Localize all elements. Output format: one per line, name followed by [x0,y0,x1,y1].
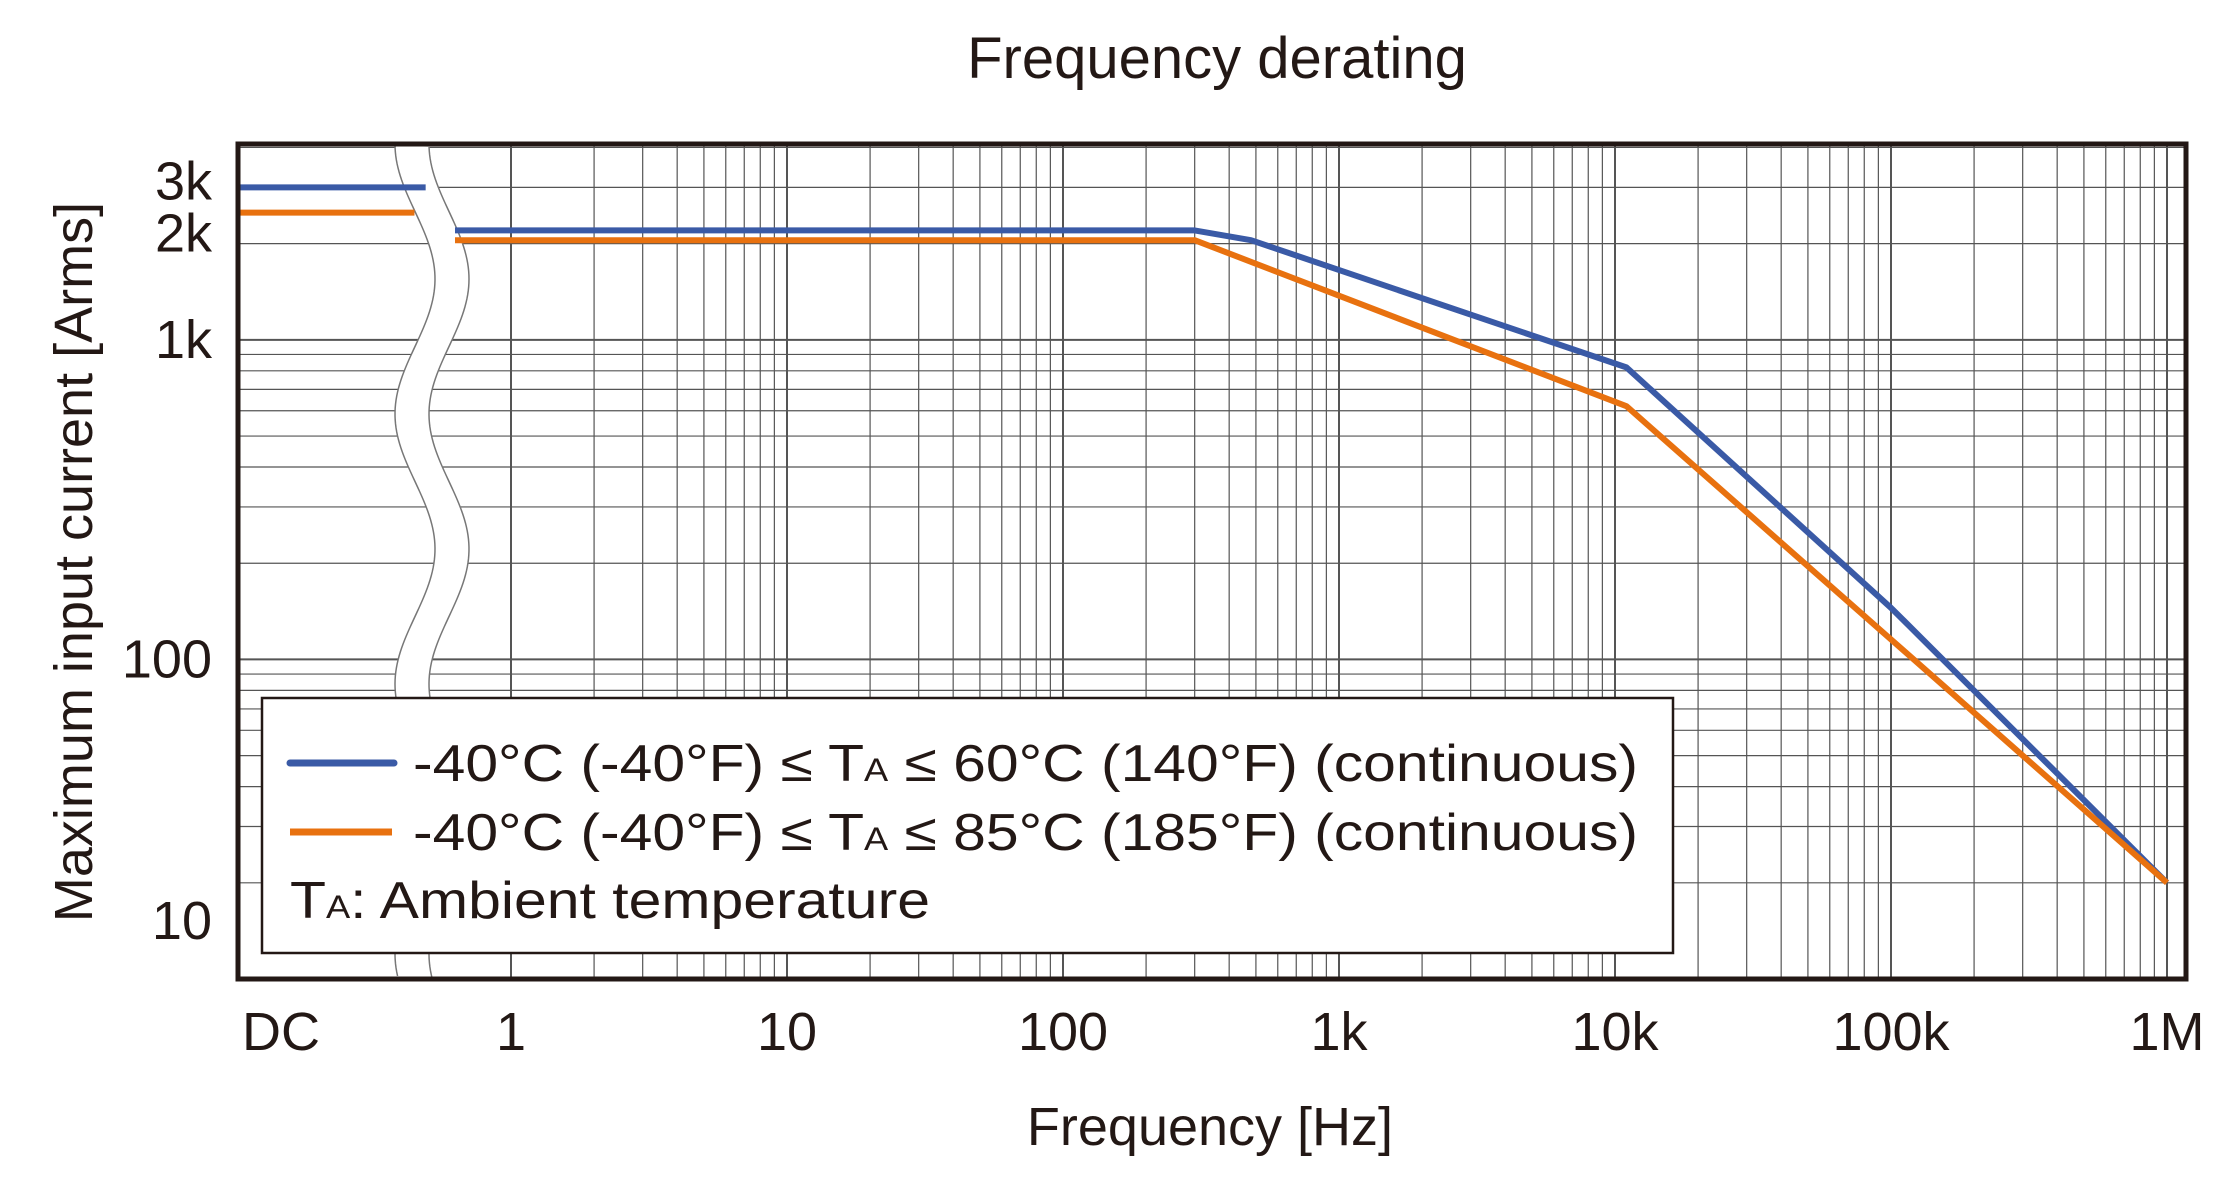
x-tick-label: 1k [1310,1002,1368,1062]
x-tick-label: 1 [496,1002,526,1062]
x-tick-labels: DC 1 10 100 1k 10k 100k 1M [242,1002,2205,1062]
y-tick-label: 1k [155,310,213,370]
legend-box [260,696,1675,955]
x-tick-label: 100 [1018,1002,1108,1062]
y-tick-label: 2k [155,204,213,264]
series-2-line [455,237,2169,886]
chart-title: Frequency derating [967,26,1467,91]
x-tick-label: 10 [757,1002,817,1062]
plot-frame [235,141,2189,982]
legend-note: T A: Ambient temperature [290,872,930,930]
x-tick-label: DC [242,1002,320,1062]
y-tick-label: 100 [122,629,212,689]
series-1-line [455,227,2170,885]
y-axis-label: Maximum input current [Arms] [44,202,104,922]
y-tick-label: 3k [155,151,213,211]
x-tick-label: 1M [2129,1002,2204,1062]
series-lines [238,184,2170,886]
x-tick-label: 100k [1832,1002,1950,1062]
x-tick-label: 10k [1571,1002,1659,1062]
y-tick-label: 10 [152,891,212,951]
x-axis-label: Frequency [Hz] [1027,1097,1393,1157]
